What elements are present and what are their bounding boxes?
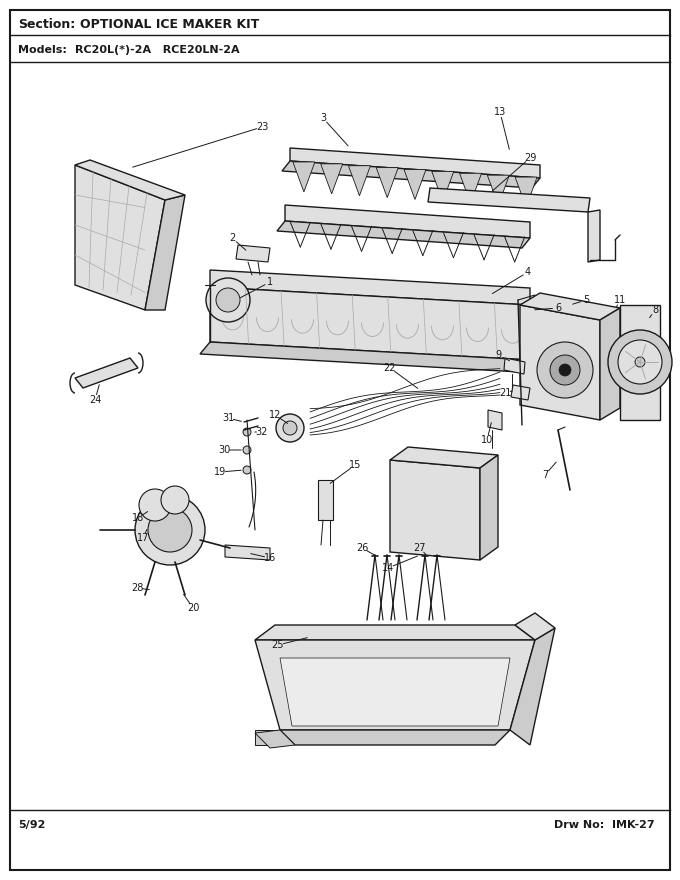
Polygon shape	[200, 342, 530, 372]
Polygon shape	[236, 245, 270, 262]
Circle shape	[161, 486, 189, 514]
Text: 20: 20	[187, 603, 199, 613]
Polygon shape	[390, 447, 498, 468]
Polygon shape	[460, 173, 481, 203]
Circle shape	[618, 340, 662, 384]
Text: 3: 3	[320, 113, 326, 123]
Text: 5/92: 5/92	[18, 820, 46, 830]
Circle shape	[559, 364, 571, 376]
Polygon shape	[515, 177, 537, 207]
Polygon shape	[428, 188, 590, 212]
Text: 1: 1	[267, 277, 273, 287]
Polygon shape	[210, 287, 530, 360]
Polygon shape	[145, 195, 185, 310]
Text: 32: 32	[256, 427, 268, 437]
Text: 11: 11	[614, 295, 626, 305]
Circle shape	[276, 414, 304, 442]
Text: 13: 13	[494, 107, 506, 117]
Text: 22: 22	[384, 363, 396, 373]
Text: Models:: Models:	[18, 45, 67, 55]
Circle shape	[135, 495, 205, 565]
Text: 6: 6	[555, 303, 561, 313]
Polygon shape	[75, 160, 185, 200]
Polygon shape	[488, 175, 509, 205]
Text: 12: 12	[269, 410, 282, 420]
Text: 19: 19	[214, 467, 226, 477]
Text: 8: 8	[652, 305, 658, 315]
Text: 30: 30	[218, 445, 230, 455]
Text: 4: 4	[525, 267, 531, 277]
Polygon shape	[210, 270, 530, 305]
Text: 29: 29	[524, 153, 537, 163]
Circle shape	[243, 466, 251, 474]
Polygon shape	[520, 305, 600, 420]
Text: 26: 26	[356, 543, 368, 553]
Polygon shape	[255, 730, 295, 748]
Text: 7: 7	[542, 470, 548, 480]
Polygon shape	[282, 161, 540, 188]
Text: Drw No:  IMK-27: Drw No: IMK-27	[554, 820, 655, 830]
Text: 31: 31	[222, 413, 234, 423]
Circle shape	[243, 428, 251, 436]
Text: 5: 5	[583, 295, 589, 305]
Text: 24: 24	[89, 395, 101, 405]
Polygon shape	[348, 165, 371, 195]
Polygon shape	[280, 658, 510, 726]
Text: 27: 27	[413, 543, 426, 553]
Text: 25: 25	[272, 640, 284, 650]
Circle shape	[243, 446, 251, 454]
Polygon shape	[432, 172, 454, 202]
Circle shape	[537, 342, 593, 398]
Text: 21: 21	[499, 388, 511, 398]
Circle shape	[550, 355, 580, 385]
Text: 18: 18	[132, 513, 144, 523]
Polygon shape	[225, 545, 270, 560]
Polygon shape	[600, 308, 620, 420]
Polygon shape	[280, 730, 510, 745]
Polygon shape	[480, 455, 498, 560]
Circle shape	[216, 288, 240, 312]
Polygon shape	[277, 221, 530, 248]
Polygon shape	[285, 205, 530, 238]
Polygon shape	[510, 628, 555, 745]
Circle shape	[148, 508, 192, 552]
Text: 2: 2	[229, 233, 235, 243]
Text: 10: 10	[481, 435, 493, 445]
Circle shape	[206, 278, 250, 322]
Polygon shape	[75, 165, 165, 310]
Circle shape	[139, 489, 171, 521]
Polygon shape	[75, 358, 138, 388]
Polygon shape	[588, 210, 600, 262]
Polygon shape	[515, 613, 555, 640]
Polygon shape	[511, 385, 530, 400]
Text: 16: 16	[264, 553, 276, 563]
Text: 17: 17	[137, 533, 149, 543]
Polygon shape	[290, 148, 540, 178]
Polygon shape	[390, 460, 480, 560]
Polygon shape	[293, 162, 315, 192]
Polygon shape	[520, 293, 620, 320]
Text: RC20L(*)-2A   RCE20LN-2A: RC20L(*)-2A RCE20LN-2A	[75, 45, 239, 55]
Polygon shape	[504, 358, 525, 374]
Circle shape	[608, 330, 672, 394]
Polygon shape	[488, 410, 502, 430]
Text: Section:: Section:	[18, 18, 75, 31]
Text: 28: 28	[131, 583, 143, 593]
Polygon shape	[255, 730, 280, 745]
Text: OPTIONAL ICE MAKER KIT: OPTIONAL ICE MAKER KIT	[80, 18, 259, 31]
Text: 23: 23	[256, 122, 268, 132]
Polygon shape	[321, 164, 343, 194]
Polygon shape	[255, 640, 535, 730]
Text: 14: 14	[382, 563, 394, 573]
Bar	[318, 480, 333, 520]
Polygon shape	[620, 305, 660, 420]
Circle shape	[283, 421, 297, 435]
Polygon shape	[255, 625, 535, 640]
Text: 9: 9	[495, 350, 501, 360]
Text: 15: 15	[349, 460, 361, 470]
Polygon shape	[376, 167, 398, 198]
Circle shape	[635, 357, 645, 367]
Polygon shape	[404, 170, 426, 200]
